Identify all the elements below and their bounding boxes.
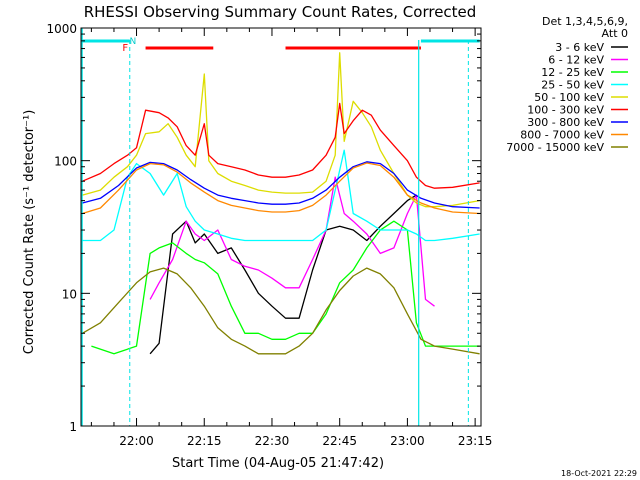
chart-title: RHESSI Observing Summary Count Rates, Co… (84, 3, 477, 21)
x-tick-label: 23:00 (390, 434, 425, 448)
y-tick-label: 1000 (46, 22, 77, 36)
series-line-1 (149, 176, 435, 307)
legend-label: 25 - 50 keV (541, 79, 604, 92)
axis-layer: 22:00 22:15 22:30 22:45 23:00 23:15 1 10 100 1000 (46, 22, 492, 448)
series-line-5 (82, 102, 480, 189)
x-tick-label: 22:15 (187, 434, 222, 448)
x-tick-label: 22:00 (119, 434, 154, 448)
legend-label: 6 - 12 keV (548, 54, 604, 67)
y-tick-label: 1 (69, 420, 77, 434)
series-line-6 (82, 161, 480, 209)
plot-frame (80, 27, 482, 427)
overlay-layer: FN (81, 28, 480, 426)
legend-label: 12 - 25 keV (541, 66, 604, 79)
series-line-8 (82, 267, 480, 355)
flare-annotation: F (122, 43, 128, 54)
x-tick-label: 22:45 (322, 434, 357, 448)
series-line-3 (82, 149, 480, 242)
y-axis-label: Corrected Count Rate (s⁻¹ detector⁻¹) (22, 110, 37, 355)
legend-label: 100 - 300 keV (527, 104, 604, 117)
series-layer (82, 52, 480, 355)
legend-header: Det 1,3,4,5,6,9, (542, 15, 628, 28)
y-tick-label: 100 (54, 155, 77, 169)
legend-label: 50 - 100 keV (534, 91, 604, 104)
x-tick-label: 23:15 (458, 434, 493, 448)
series-line-2 (91, 220, 480, 355)
y-tick-label: 10 (62, 287, 77, 301)
series-line-7 (82, 162, 480, 215)
legend-label: 7000 - 15000 keV (506, 141, 604, 154)
legend-label: 800 - 7000 keV (520, 129, 604, 142)
night-annotation: N (130, 37, 137, 47)
legend-header: Att 0 (602, 27, 628, 40)
x-tick-label: 22:30 (255, 434, 290, 448)
footer-timestamp: 18-Oct-2021 22:29 (561, 469, 637, 478)
legend-label: 300 - 800 keV (527, 116, 604, 129)
series-line-0 (149, 194, 417, 355)
legend-label: 3 - 6 keV (555, 41, 604, 54)
x-axis-label: Start Time (04-Aug-05 21:47:42) (172, 456, 384, 471)
